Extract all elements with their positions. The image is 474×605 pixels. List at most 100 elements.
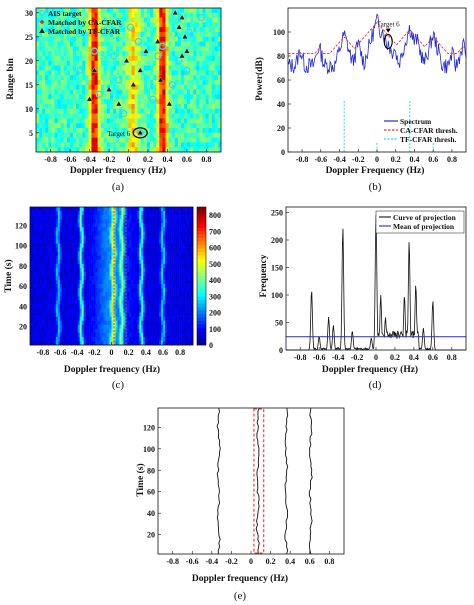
- a-heat-cell: [106, 32, 111, 38]
- a-heat-cell: [208, 17, 213, 23]
- c-heat-cell: [179, 316, 182, 321]
- a-heat-cell: [42, 94, 46, 100]
- c-heat-cell: [85, 324, 88, 330]
- c-heat-cell: [129, 219, 132, 224]
- a-heat-cell: [88, 84, 92, 90]
- c-heat-cell: [161, 284, 164, 289]
- a-heat-cell: [214, 46, 219, 52]
- c-colorbar-cell: [197, 248, 206, 253]
- a-heat-cell: [39, 27, 43, 33]
- c-heat-cell: [169, 292, 172, 297]
- a-heat-cell: [63, 104, 68, 110]
- a-heat-cell: [110, 108, 114, 114]
- a-heat-cell: [48, 89, 52, 95]
- c-heat-cell: [107, 316, 110, 321]
- c-heat-cell: [93, 263, 96, 269]
- a-heat-cell: [162, 12, 166, 18]
- a-heat-cell: [153, 89, 157, 95]
- c-heat-cell: [53, 296, 57, 301]
- c-heat-cell: [39, 215, 43, 220]
- c-heat-cell: [163, 227, 166, 232]
- c-heat-cell: [63, 243, 67, 248]
- c-heat-cell: [93, 284, 96, 289]
- c-heat-cell: [75, 280, 79, 285]
- c-heat-cell: [95, 336, 98, 342]
- c-heat-cell: [121, 243, 124, 248]
- e-ytick-label: 40: [147, 509, 155, 518]
- c-heat-cell: [141, 324, 144, 330]
- c-heat-cell: [83, 340, 86, 346]
- a-heat-cell: [190, 56, 194, 62]
- a-heat-cell: [125, 104, 129, 110]
- a-heat-cell: [131, 41, 135, 47]
- c-heat-cell: [65, 255, 69, 261]
- a-heat-cell: [168, 89, 172, 95]
- c-heat-cell: [77, 239, 80, 244]
- c-heat-cell: [123, 235, 126, 240]
- c-heat-cell: [145, 340, 148, 346]
- c-heat-cell: [189, 263, 192, 269]
- c-heat-cell: [113, 296, 116, 301]
- a-heat-cell: [119, 41, 123, 47]
- c-heat-cell: [97, 247, 100, 252]
- c-heat-cell: [157, 324, 160, 330]
- c-heat-cell: [79, 284, 82, 289]
- c-colorbar-cell: [197, 324, 206, 329]
- a-heat-cell: [85, 56, 89, 62]
- c-heat-cell: [87, 267, 90, 273]
- a-heat-cell: [177, 118, 182, 124]
- c-heat-cell: [79, 235, 82, 240]
- c-heat-cell: [85, 340, 88, 346]
- a-heat-cell: [57, 84, 61, 90]
- c-heat-cell: [45, 251, 49, 257]
- a-heat-cell: [134, 46, 139, 52]
- c-heat-cell: [65, 235, 69, 240]
- c-heat-cell: [167, 280, 170, 285]
- c-heat-cell: [119, 292, 122, 297]
- a-heat-cell: [110, 113, 114, 119]
- a-heat-cell: [184, 32, 188, 38]
- c-heat-cell: [103, 288, 106, 293]
- c-heat-cell: [123, 276, 126, 281]
- a-heat-cell: [177, 70, 182, 76]
- c-heat-cell: [73, 267, 77, 273]
- a-heat-cell: [211, 142, 216, 148]
- c-heat-cell: [117, 215, 120, 220]
- a-tfcfar-point: [142, 47, 150, 54]
- a-heat-cell: [202, 70, 206, 76]
- c-heat-cell: [85, 292, 88, 297]
- c-heat-cell: [133, 340, 136, 346]
- c-heat-cell: [81, 284, 84, 289]
- a-heat-cell: [91, 118, 95, 124]
- c-heat-cell: [81, 227, 84, 232]
- a-heat-cell: [113, 104, 117, 110]
- c-heat-cell: [55, 316, 59, 321]
- c-heat-cell: [67, 227, 71, 232]
- c-heat-cell: [173, 227, 176, 232]
- c-heat-cell: [31, 223, 35, 228]
- c-heat-cell: [115, 280, 118, 285]
- a-heat-cell: [143, 147, 148, 153]
- c-heat-cell: [171, 223, 174, 228]
- e-track-line: [216, 407, 221, 555]
- c-heat-cell: [77, 328, 80, 334]
- a-heat-cell: [91, 36, 95, 42]
- b-xtick-label: -0.6: [314, 155, 327, 164]
- c-heat-cell: [161, 296, 164, 301]
- a-heat-cell: [128, 12, 132, 18]
- a-heat-cell: [113, 46, 117, 52]
- c-heat-cell: [91, 332, 94, 338]
- c-heat-cell: [43, 288, 47, 293]
- a-heat-cell: [147, 65, 151, 71]
- c-heat-cell: [101, 271, 104, 277]
- c-heat-cell: [53, 263, 57, 269]
- c-heat-cell: [143, 227, 146, 232]
- c-heat-cell: [183, 255, 186, 261]
- c-heat-cell: [97, 324, 100, 330]
- a-heat-cell: [66, 147, 71, 153]
- c-heat-cell: [31, 324, 35, 330]
- a-heat-cell: [205, 142, 209, 148]
- c-heat-cell: [47, 263, 51, 269]
- c-heat-cell: [119, 280, 122, 285]
- a-heat-cell: [168, 113, 172, 119]
